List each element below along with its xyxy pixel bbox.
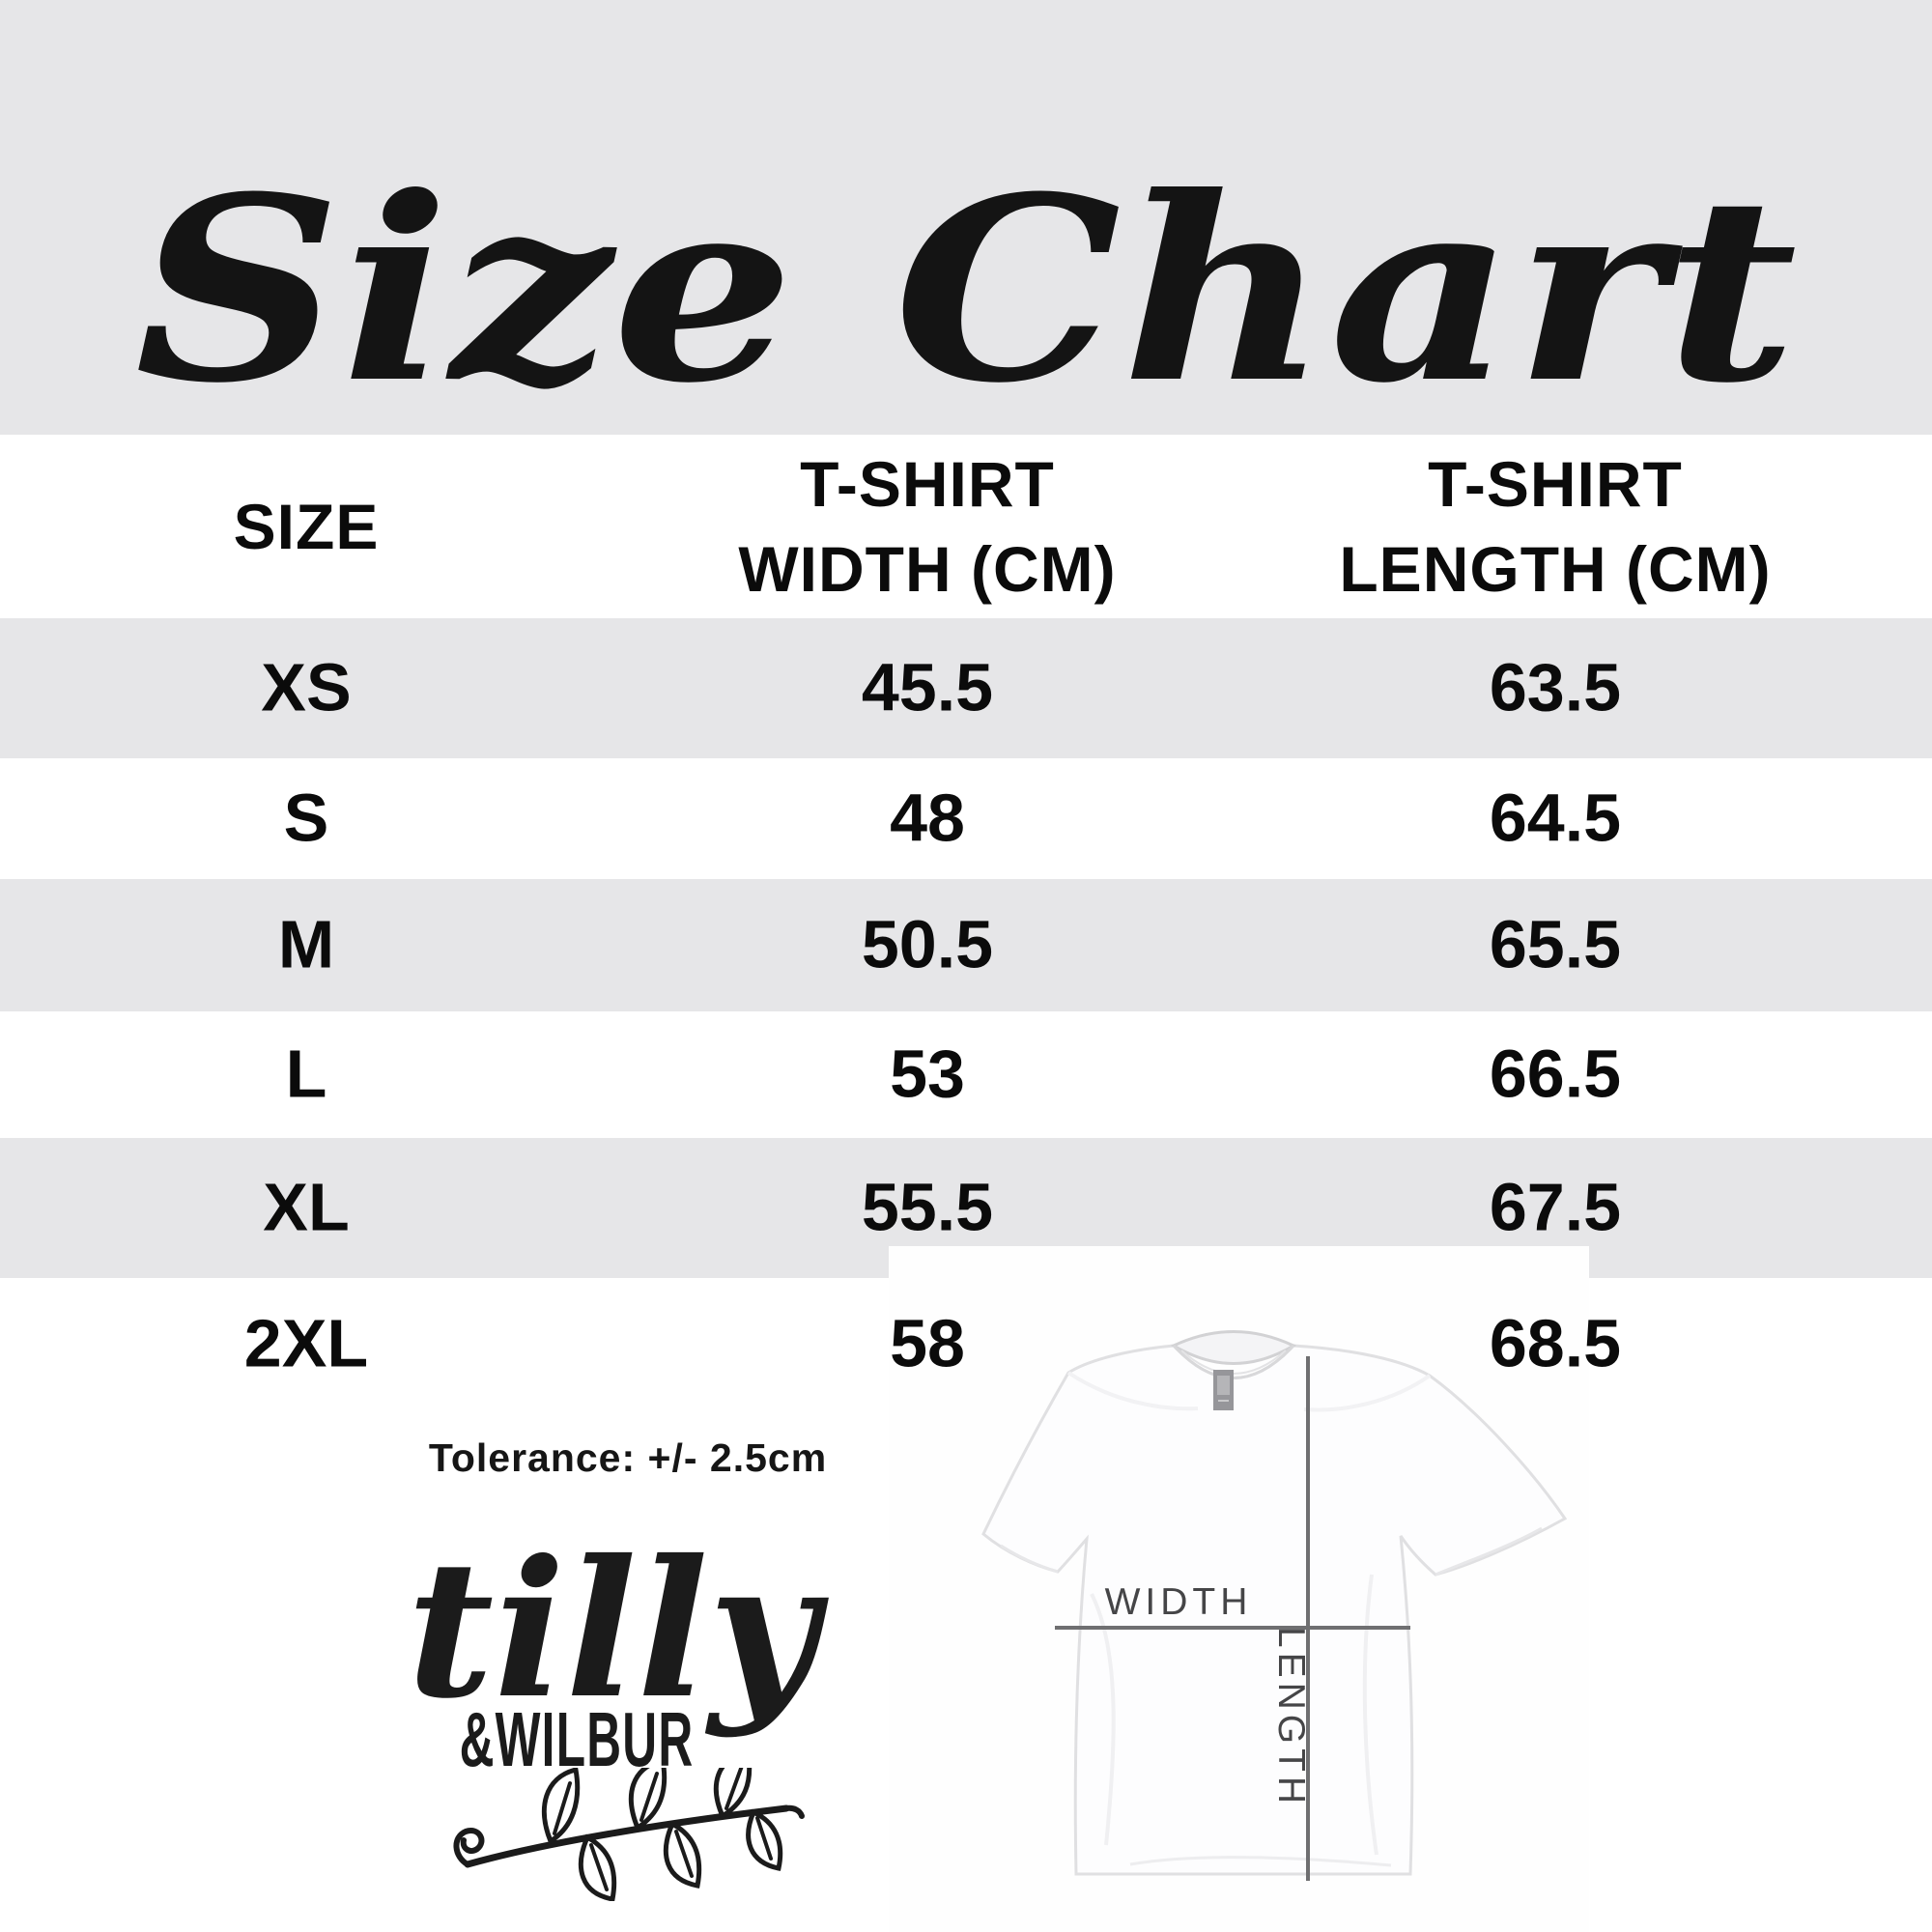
size-cell: 2XL [243,1304,369,1380]
length-cell: 68.5 [1489,1304,1622,1380]
size-cell: L [285,1035,327,1111]
table-row: XS 45.5 63.5 [0,618,1932,758]
row-stripe [0,618,1932,758]
header-line: SIZE [233,491,380,562]
size-cell: XS [261,648,352,724]
table-row: S 48 64.5 [0,758,1932,879]
tshirt-diagram: WIDTH LENGTH [889,1246,1589,1932]
width-cell: 58 [890,1304,965,1380]
row-stripe [0,879,1932,1011]
length-cell: 66.5 [1489,1035,1622,1111]
width-cell: 50.5 [861,905,994,981]
table-row: L 53 66.5 [0,1011,1932,1138]
banner [0,0,1932,435]
width-cell: 48 [890,779,965,855]
size-cell: M [277,905,335,981]
column-header-length: T-SHIRT LENGTH (CM) [1265,435,1845,618]
length-cell: 65.5 [1489,905,1622,981]
header-line: WIDTH (CM) [738,533,1117,605]
column-header-width: T-SHIRT WIDTH (CM) [638,435,1217,618]
length-cell: 63.5 [1489,648,1622,724]
width-cell: 55.5 [861,1168,994,1244]
width-cell: 53 [890,1035,965,1111]
brand-logo-caps: &WILBUR [459,1696,695,1782]
tolerance-note: Tolerance: +/- 2.5cm [428,1435,828,1480]
size-cell: XL [263,1168,350,1244]
header-line: LENGTH (CM) [1339,533,1772,605]
page-title: Size Chart [134,141,1798,439]
table-row: 2XL 58 68.5 [0,1278,1932,1410]
branch-icon [453,1768,805,1901]
tshirt-illustration: WIDTH LENGTH [981,1330,1568,1881]
size-cell: S [283,779,329,855]
length-label: LENGTH [1270,1627,1312,1808]
table-row: M 50.5 65.5 [0,879,1932,1011]
length-cell: 67.5 [1489,1168,1622,1244]
width-cell: 45.5 [861,648,994,724]
width-label: WIDTH [1105,1581,1253,1623]
brand-logo-script: tilly [407,1519,818,1740]
header-line: T-SHIRT [1428,448,1683,520]
header-line: T-SHIRT [800,448,1055,520]
table-row: XL 55.5 67.5 [0,1138,1932,1278]
length-cell: 64.5 [1489,779,1622,855]
column-header-size: SIZE [65,435,548,618]
